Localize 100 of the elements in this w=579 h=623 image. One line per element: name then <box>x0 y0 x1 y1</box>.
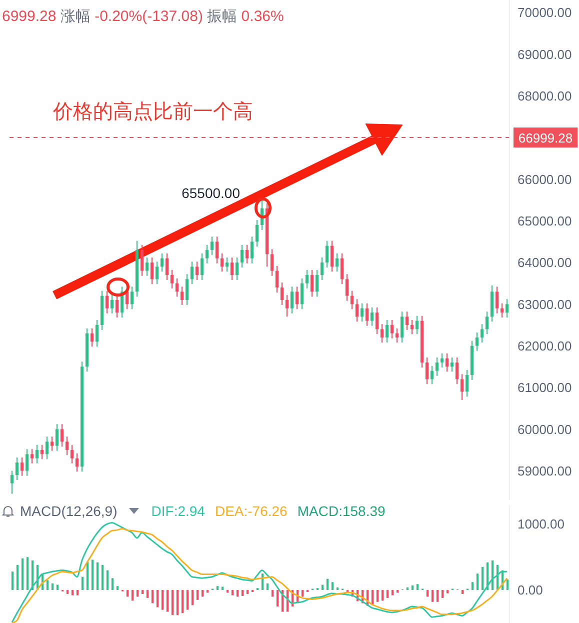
candlestick <box>190 261 194 285</box>
bar <box>52 583 54 590</box>
y-tick-label: 0.00 <box>518 582 543 598</box>
bar <box>222 586 224 590</box>
candlestick <box>10 470 14 494</box>
bar <box>392 590 394 596</box>
candlestick <box>500 302 504 318</box>
y-tick-label: 70000.00 <box>518 5 572 20</box>
bar <box>332 582 334 590</box>
candlestick <box>426 357 428 385</box>
candlestick <box>206 244 208 264</box>
y-tick-label: 63000.00 <box>518 296 572 312</box>
candlestick <box>140 244 144 276</box>
bar <box>32 560 34 590</box>
candlestick <box>330 240 334 272</box>
bar <box>156 590 158 608</box>
bar <box>266 583 268 590</box>
candlestick <box>506 298 508 318</box>
y-tick-label: 68000.00 <box>518 88 572 104</box>
bar <box>412 585 414 590</box>
candlestick <box>226 257 228 272</box>
candlestick <box>370 307 374 326</box>
candlestick <box>456 357 458 385</box>
bar <box>246 590 248 594</box>
candlestick <box>130 286 134 310</box>
candlestick <box>326 240 328 268</box>
candlestick <box>170 270 174 289</box>
candlestick <box>76 452 78 472</box>
candlestick <box>106 290 108 314</box>
candlestick <box>66 436 68 456</box>
candlestick <box>16 457 18 480</box>
candlestick <box>310 270 314 298</box>
bar <box>166 590 168 612</box>
candlestick <box>166 252 168 280</box>
bar <box>206 590 208 593</box>
candlestick <box>430 365 434 385</box>
y-tick-label: 64000.00 <box>518 255 572 270</box>
candlestick <box>220 252 224 272</box>
y-tick-label: 66000.00 <box>518 172 572 187</box>
bar <box>232 590 234 596</box>
candlestick <box>446 352 448 372</box>
bar <box>486 562 488 590</box>
bar <box>432 590 434 602</box>
bar <box>336 587 338 590</box>
candlestick <box>176 278 178 298</box>
bar <box>226 590 228 593</box>
candlestick <box>36 444 38 464</box>
y-tick-label: 65000.00 <box>518 213 572 228</box>
candlestick <box>406 311 408 330</box>
bar <box>92 560 94 590</box>
bar <box>276 590 278 607</box>
bar <box>66 590 68 594</box>
candlestick <box>396 328 398 343</box>
bar <box>112 578 114 590</box>
bar <box>82 576 84 590</box>
bar <box>56 584 58 590</box>
bar <box>182 590 184 614</box>
candlestick <box>236 257 238 280</box>
candlestick <box>480 324 484 343</box>
bar <box>476 574 478 590</box>
candlestick <box>390 320 394 339</box>
candlestick <box>376 307 378 335</box>
candlestick <box>496 286 498 314</box>
bar <box>26 557 28 590</box>
candlestick <box>336 252 338 272</box>
bar <box>326 578 328 590</box>
bar <box>472 582 474 590</box>
candlestick <box>180 286 184 306</box>
candlestick <box>146 257 148 276</box>
bar <box>372 590 374 606</box>
text: DEA:-76.26 <box>214 503 288 519</box>
bar <box>376 590 378 602</box>
candlestick <box>476 332 478 352</box>
candlestick <box>150 257 154 285</box>
candlestick <box>240 244 244 268</box>
bar <box>76 590 78 596</box>
bar <box>142 590 144 594</box>
candlestick <box>20 457 24 476</box>
candlestick <box>400 311 404 343</box>
bar <box>446 590 448 594</box>
bar <box>236 590 238 597</box>
bar <box>172 590 174 616</box>
bar <box>426 590 428 597</box>
bar <box>196 590 198 600</box>
bar <box>46 580 48 590</box>
bar <box>216 586 218 590</box>
candlestick <box>196 261 198 280</box>
bar <box>382 590 384 601</box>
chart-title: MACD(12,26,9) <box>20 503 118 519</box>
candlestick <box>90 328 94 348</box>
candlestick <box>366 302 368 326</box>
bar <box>152 590 154 604</box>
candlestick <box>200 252 204 280</box>
candlestick <box>276 265 278 293</box>
bar <box>96 562 98 590</box>
bar <box>416 584 418 590</box>
bar <box>106 570 108 590</box>
bar <box>136 590 138 597</box>
bar <box>396 590 398 593</box>
candlestick <box>246 244 248 264</box>
